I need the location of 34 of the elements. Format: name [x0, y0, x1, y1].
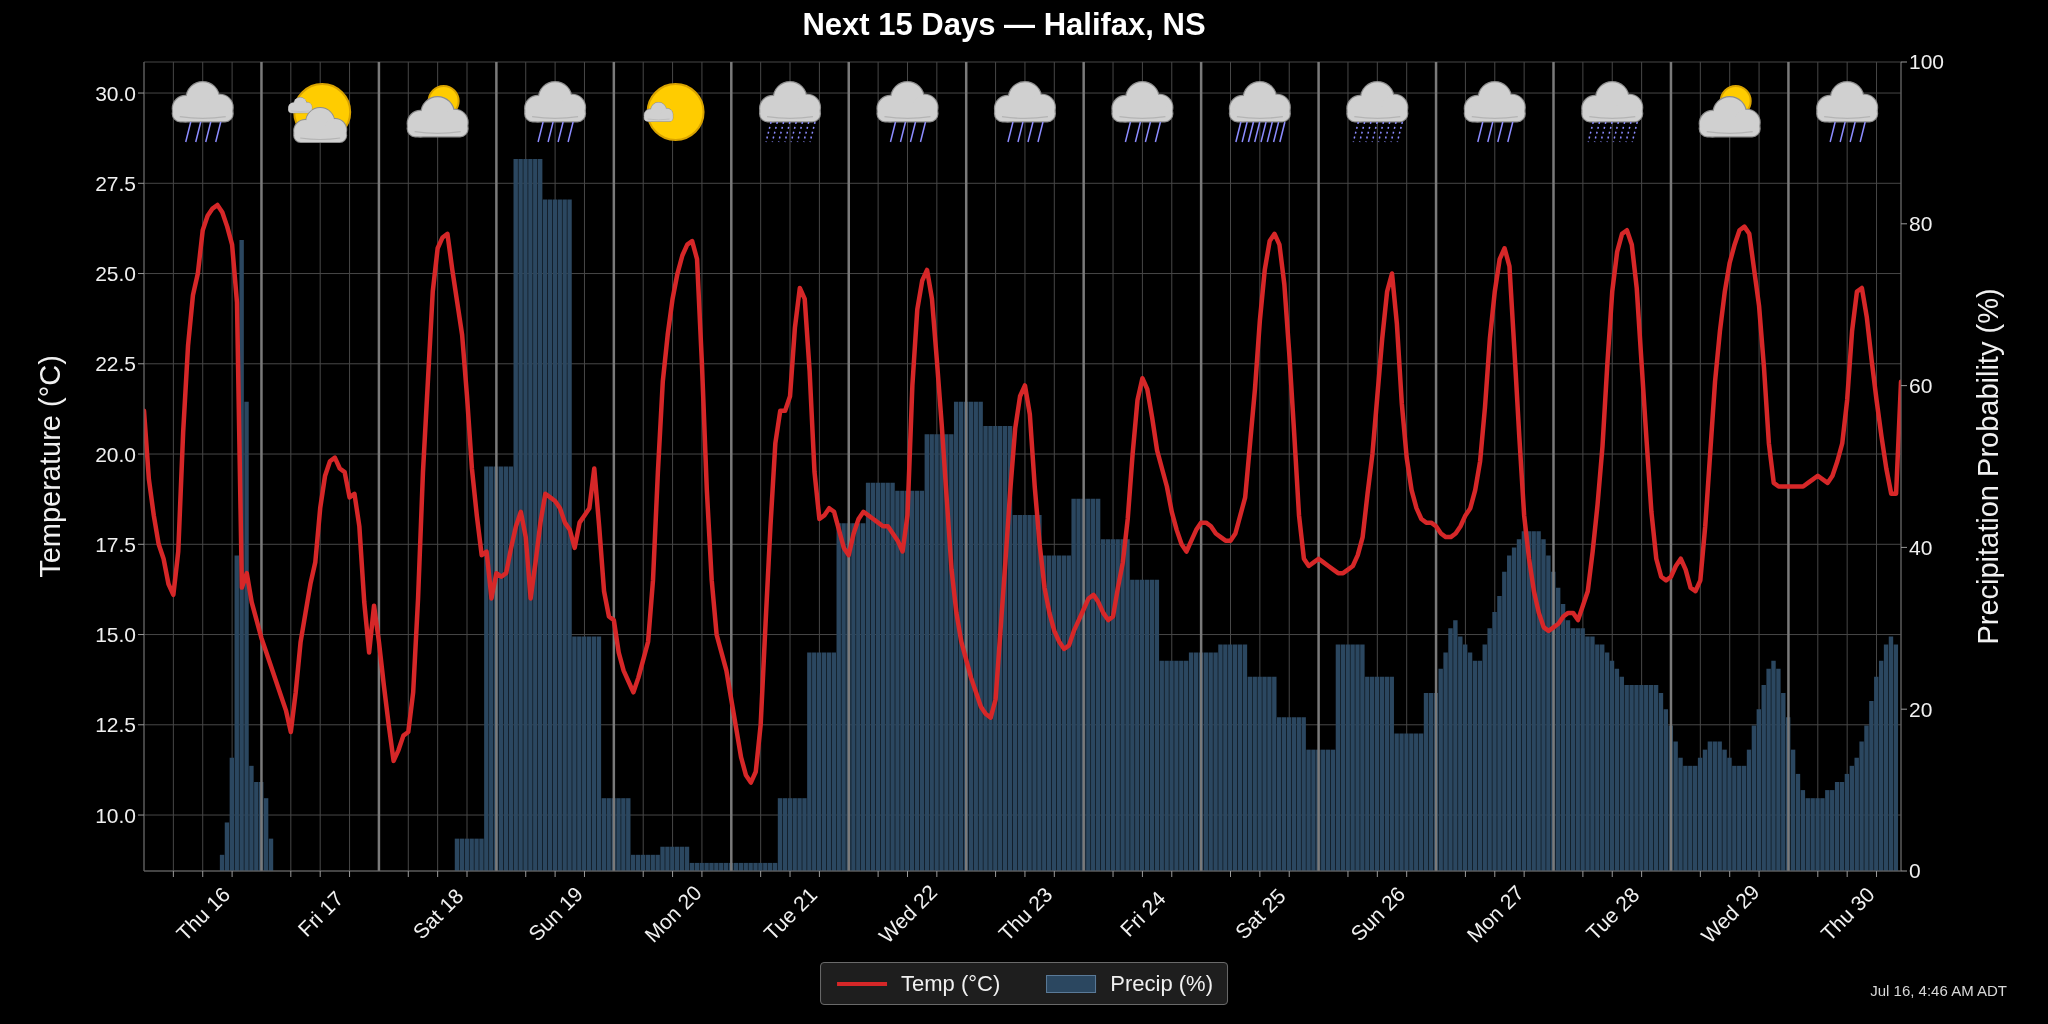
legend-label: Temp (°C) — [901, 970, 1001, 997]
x-tick-label: Thu 16 — [171, 882, 234, 945]
y-tick-label: 22.5 — [95, 352, 136, 376]
y-axis-title: Temperature (°C) — [34, 355, 66, 578]
x-tick-label: Sun 19 — [523, 881, 587, 946]
y-tick-label: 20.0 — [95, 442, 136, 466]
y2-tick-label: 40 — [1909, 535, 1933, 559]
text: Jul 16, 4:46 AM ADT — [1870, 982, 2007, 999]
x-tick-label: Mon 20 — [639, 880, 706, 947]
y2-tick-label: 20 — [1909, 697, 1933, 721]
y-tick-label: 17.5 — [95, 532, 136, 556]
y-tick-label: 27.5 — [95, 171, 136, 195]
chart-title: Next 15 Days — Halifax, NS — [802, 6, 1206, 44]
x-tick-label: Fri 24 — [1115, 886, 1170, 941]
y2-tick-label: 80 — [1909, 212, 1933, 236]
y2-tick-label: 60 — [1909, 374, 1933, 398]
legend-label: Precip (%) — [1110, 970, 1213, 997]
x-tick-label: Sat 25 — [1230, 883, 1290, 943]
y2-tick-label: 0 — [1909, 859, 1921, 883]
y-tick-label: 25.0 — [95, 262, 136, 285]
y-tick-label: 15.0 — [95, 623, 136, 646]
y2-axis-title: Precipitation Probability (%) — [1972, 288, 2004, 645]
x-tick-label: Tue 28 — [1581, 882, 1644, 945]
y2-tick-label: 100 — [1909, 50, 1945, 74]
x-tick-label: Sat 18 — [408, 883, 468, 943]
x-tick-label: Sun 26 — [1345, 881, 1409, 946]
y-tick-label: 12.5 — [95, 713, 136, 737]
x-tick-label: Thu 23 — [993, 882, 1057, 945]
x-tick-label: Fri 17 — [293, 886, 348, 941]
x-tick-label: Thu 30 — [1815, 882, 1879, 945]
x-tick-label: Mon 27 — [1461, 880, 1528, 947]
x-tick-label: Tue 21 — [759, 882, 821, 945]
y-tick-label: 10.0 — [95, 803, 136, 827]
y-tick-label: 30.0 — [95, 81, 136, 105]
